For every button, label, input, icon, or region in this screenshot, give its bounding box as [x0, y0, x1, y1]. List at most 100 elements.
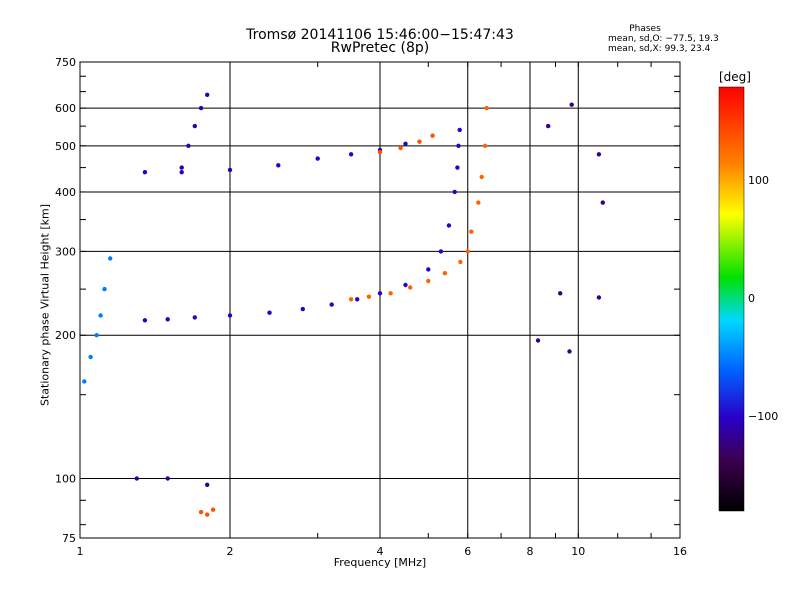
y-tick-label: 750 — [55, 56, 76, 69]
data-point — [98, 313, 103, 318]
y-tick-label: 600 — [55, 102, 76, 115]
data-point — [165, 317, 170, 322]
data-point — [102, 286, 107, 292]
x-tick-label: 4 — [377, 545, 384, 558]
colorbar-tick-label: −100 — [748, 409, 779, 423]
data-point — [452, 189, 457, 195]
data-point — [205, 482, 210, 487]
x-tick-label: 1 — [77, 545, 84, 558]
data-point — [377, 291, 383, 296]
data-point — [276, 163, 281, 168]
data-point — [569, 102, 574, 107]
colorbar-unit: [deg] — [719, 70, 751, 84]
x-tick-label: 10 — [571, 545, 585, 558]
data-point — [82, 379, 87, 384]
data-point — [479, 174, 484, 180]
data-point — [186, 143, 191, 148]
data-point — [227, 313, 233, 318]
y-axis-label: Stationary phase Virtual Height [km] — [38, 203, 52, 407]
data-point — [442, 271, 448, 276]
data-point — [476, 200, 481, 205]
series-4 — [82, 256, 113, 384]
data-point — [446, 223, 452, 228]
series-6 — [198, 507, 216, 517]
data-point — [535, 338, 541, 343]
data-point — [134, 476, 139, 481]
data-point — [227, 167, 233, 173]
y-tick-label: 400 — [55, 186, 76, 199]
data-point — [403, 141, 408, 146]
data-point — [179, 165, 184, 170]
series-3 — [377, 133, 435, 155]
series-2 — [142, 141, 408, 175]
data-point — [417, 139, 422, 144]
x-axis-label: Frequency [MHz] — [333, 556, 427, 569]
series-5 — [179, 92, 210, 170]
data-point — [142, 318, 148, 323]
colorbar — [718, 86, 745, 512]
data-point — [408, 285, 413, 290]
y-tick-label: 75 — [62, 532, 76, 545]
data-point — [192, 123, 197, 129]
data-point — [596, 152, 602, 157]
data-point — [567, 349, 572, 354]
data-point — [438, 249, 444, 254]
data-point — [108, 256, 113, 261]
y-tick-label: 200 — [55, 329, 76, 342]
data-point — [205, 512, 210, 517]
x-tick-label: 16 — [673, 545, 687, 558]
data-point — [88, 354, 93, 360]
x-tick-label: 6 — [464, 545, 471, 558]
data-point — [198, 509, 204, 515]
colorbar-tick-label: 0 — [748, 292, 755, 305]
data-point — [366, 294, 372, 299]
data-point — [329, 302, 334, 307]
data-point — [398, 145, 403, 151]
data-point — [546, 123, 551, 129]
data-point — [267, 310, 272, 315]
data-point — [165, 476, 170, 481]
data-point — [198, 105, 204, 111]
data-point — [94, 333, 99, 338]
series-1 — [348, 105, 489, 302]
data-point — [482, 143, 488, 148]
data-point — [455, 165, 460, 170]
data-point — [457, 127, 462, 133]
data-point — [430, 133, 435, 138]
phase-stats-o: mean, sd,O: −77.5, 19.3 — [608, 34, 719, 44]
colorbar-tick-label: 100 — [748, 174, 769, 188]
data-point — [403, 282, 408, 288]
chart-subtitle: RwPretec (8p) — [330, 40, 430, 56]
data-point — [558, 291, 563, 296]
phase-stats-title: Phases — [629, 24, 661, 34]
data-point — [456, 143, 461, 148]
data-point — [348, 152, 354, 157]
series-7 — [134, 102, 605, 487]
x-tick-label: 8 — [527, 545, 534, 558]
phase-stats-x: mean, sd,X: 99.3, 23.4 — [608, 44, 711, 54]
y-tick-label: 300 — [55, 245, 76, 258]
data-point — [355, 297, 360, 302]
y-tick-label: 500 — [55, 140, 76, 153]
data-point — [465, 249, 470, 254]
data-point — [179, 170, 184, 175]
data-point — [315, 156, 320, 161]
data-point — [426, 267, 431, 272]
chart-title: Tromsø 20141106 15:46:00−15:47:43 — [246, 27, 514, 43]
data-point — [484, 105, 489, 111]
data-point — [469, 229, 474, 234]
data-point — [300, 306, 305, 312]
data-point — [458, 259, 463, 265]
data-point — [377, 149, 383, 155]
data-point — [142, 170, 148, 175]
data-point — [388, 291, 393, 296]
series-0 — [142, 127, 462, 323]
data-point — [596, 295, 602, 300]
data-point — [348, 297, 354, 302]
x-tick-label: 2 — [227, 545, 234, 558]
data-point — [192, 315, 197, 320]
data-point — [205, 92, 210, 98]
y-tick-label: 100 — [55, 473, 76, 486]
data-point — [426, 278, 431, 284]
